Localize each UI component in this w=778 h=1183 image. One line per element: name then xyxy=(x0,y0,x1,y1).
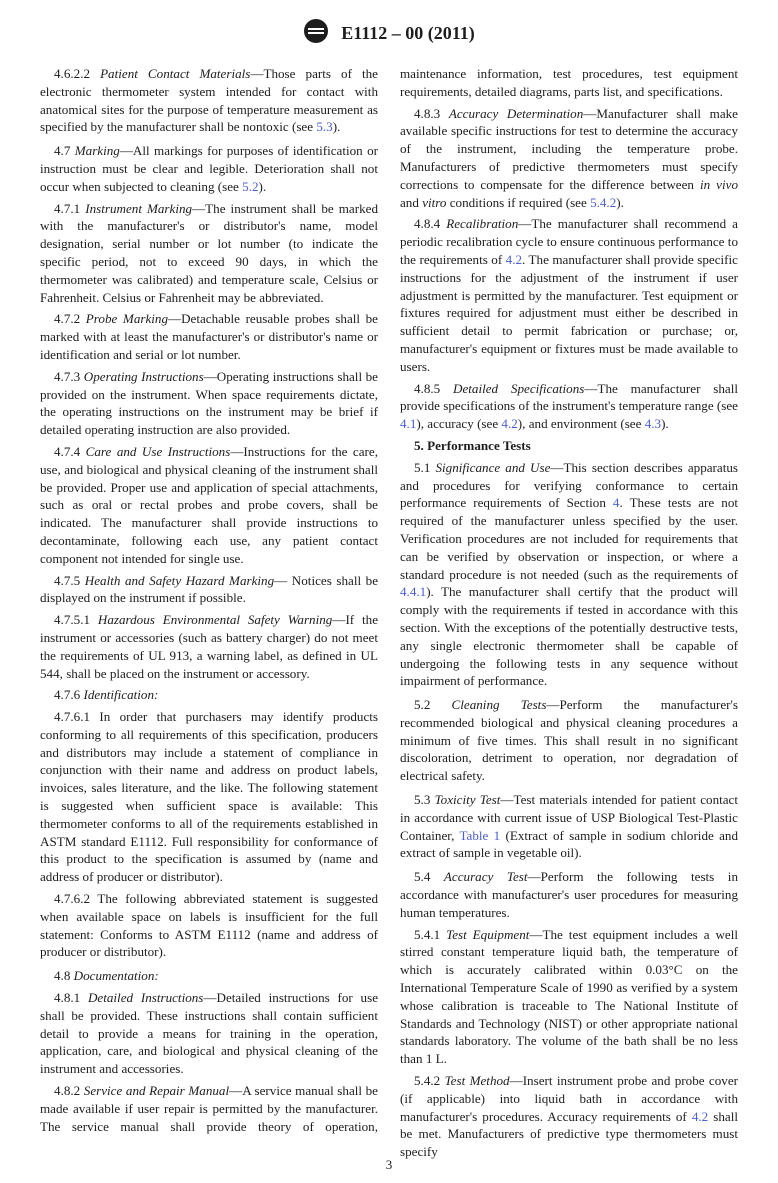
para-5-4-1: 5.4.1 Test Equipment—The test equipment … xyxy=(400,926,738,1068)
para-5-2: 5.2 Cleaning Tests—Perform the manufactu… xyxy=(400,696,738,785)
para-4-7-6: 4.7.6 Identification: xyxy=(40,686,378,704)
clause-text: —The test equipment includes a well stir… xyxy=(400,927,738,1067)
page-number: 3 xyxy=(0,1157,778,1173)
clause-num: 5.4.1 xyxy=(414,927,446,942)
clause-head: Service and Repair Manual xyxy=(84,1083,229,1098)
clause-head: Detailed Specifications xyxy=(453,381,584,396)
clause-num: 4.7.6.2 xyxy=(54,891,97,906)
para-4-7: 4.7 Marking—All markings for purposes of… xyxy=(40,142,378,195)
section-5-title: 5. Performance Tests xyxy=(400,437,738,455)
clause-num: 5.3 xyxy=(414,792,435,807)
clause-num: 5.1 xyxy=(414,460,435,475)
para-4-7-5: 4.7.5 Health and Safety Hazard Marking— … xyxy=(40,572,378,608)
clause-num: 5.4 xyxy=(414,869,444,884)
para-4-6-2-2: 4.6.2.2 Patient Contact Materials—Those … xyxy=(40,65,378,136)
clause-head: Probe Marking xyxy=(86,311,168,326)
para-4-7-5-1: 4.7.5.1 Hazardous Environmental Safety W… xyxy=(40,611,378,682)
clause-head: Care and Use Instructions xyxy=(86,444,231,459)
clause-head: Test Equipment xyxy=(446,927,529,942)
clause-head: Toxicity Test xyxy=(435,792,501,807)
clause-head: Accuracy Determination xyxy=(449,106,583,121)
clause-num: 4.7.2 xyxy=(54,311,86,326)
para-4-8: 4.8 Documentation: xyxy=(40,967,378,985)
clause-num: 4.7 xyxy=(54,143,75,158)
clause-head: Accuracy Test xyxy=(444,869,528,884)
para-4-7-6-2: 4.7.6.2 The following abbreviated statem… xyxy=(40,890,378,961)
para-4-8-1: 4.8.1 Detailed Instructions—Detailed ins… xyxy=(40,989,378,1078)
clause-num: 4.8 xyxy=(54,968,74,983)
clause-head: Detailed Instructions xyxy=(88,990,203,1005)
page: E1112 – 00 (2011) 4.6.2.2 Patient Contac… xyxy=(0,0,778,1183)
xref-table-1[interactable]: Table 1 xyxy=(459,828,500,843)
para-5-4-2: 5.4.2 Test Method—Insert instrument prob… xyxy=(400,1072,738,1161)
clause-head: Documentation: xyxy=(74,968,159,983)
astm-logo-icon xyxy=(303,18,329,49)
clause-text: ). The manufacturer shall certify that t… xyxy=(400,584,738,688)
clause-num: 4.7.1 xyxy=(54,201,85,216)
clause-head: Marking xyxy=(75,143,120,158)
clause-head: Instrument Marking xyxy=(85,201,192,216)
para-4-7-6-1: 4.7.6.1 In order that purchasers may ide… xyxy=(40,708,378,886)
para-5-1: 5.1 Significance and Use—This section de… xyxy=(400,459,738,690)
clause-num: 4.8.4 xyxy=(414,216,446,231)
clause-head: Recalibration xyxy=(446,216,518,231)
para-4-8-4: 4.8.4 Recalibration—The manufacturer sha… xyxy=(400,215,738,375)
page-header: E1112 – 00 (2011) xyxy=(40,18,738,49)
xref-5-2[interactable]: 5.2 xyxy=(242,179,258,194)
clause-num: 4.7.6.1 xyxy=(54,709,99,724)
xref-4-1[interactable]: 4.1 xyxy=(400,416,416,431)
clause-text: ). xyxy=(259,179,267,194)
clause-num: 4.7.6 xyxy=(54,687,83,702)
standard-title: E1112 – 00 (2011) xyxy=(341,23,475,44)
clause-num: 4.8.3 xyxy=(414,106,449,121)
para-4-7-4: 4.7.4 Care and Use Instructions—Instruct… xyxy=(40,443,378,568)
xref-4-2-c[interactable]: 4.2 xyxy=(692,1109,708,1124)
clause-text: —The instrument shall be marked with the… xyxy=(40,201,378,305)
clause-head: Health and Safety Hazard Marking xyxy=(85,573,274,588)
para-5-3: 5.3 Toxicity Test—Test materials intende… xyxy=(400,791,738,862)
clause-num: 4.7.5.1 xyxy=(54,612,98,627)
clause-text: . The manufacturer shall provide specifi… xyxy=(400,252,738,374)
clause-head: Patient Contact Materials xyxy=(100,66,250,81)
clause-num: 4.8.2 xyxy=(54,1083,84,1098)
clause-text: ). xyxy=(333,119,341,134)
clause-num: 4.7.4 xyxy=(54,444,86,459)
clause-head: Hazardous Environmental Safety Warning xyxy=(98,612,332,627)
clause-head: Identification: xyxy=(83,687,158,702)
clause-num: 5.2 xyxy=(414,697,452,712)
term-vitro: vitro xyxy=(422,195,446,210)
clause-text: —Instructions for the care, use, and bio… xyxy=(40,444,378,566)
xref-4-2-b[interactable]: 4.2 xyxy=(501,416,517,431)
term-in-vivo: in vivo xyxy=(700,177,738,192)
clause-text: ). xyxy=(661,416,669,431)
clause-text: conditions if required (see xyxy=(446,195,590,210)
xref-4-2[interactable]: 4.2 xyxy=(506,252,522,267)
para-4-8-5: 4.8.5 Detailed Specifications—The manufa… xyxy=(400,380,738,433)
clause-num: 5.4.2 xyxy=(414,1073,445,1088)
xref-4-3[interactable]: 4.3 xyxy=(645,416,661,431)
clause-text: and xyxy=(400,195,422,210)
clause-text: ), and environment (see xyxy=(518,416,645,431)
clause-head: Cleaning Tests xyxy=(452,697,547,712)
clause-head: Operating Instructions xyxy=(84,369,204,384)
clause-num: 4.6.2.2 xyxy=(54,66,100,81)
clause-head: Significance and Use xyxy=(435,460,550,475)
clause-head: Test Method xyxy=(445,1073,510,1088)
clause-num: 4.7.5 xyxy=(54,573,85,588)
clause-num: 4.8.5 xyxy=(414,381,453,396)
xref-4-4-1[interactable]: 4.4.1 xyxy=(400,584,426,599)
para-4-8-3: 4.8.3 Accuracy Determination—Manufacture… xyxy=(400,105,738,212)
xref-5-4-2[interactable]: 5.4.2 xyxy=(590,195,616,210)
clause-text: In order that purchasers may identify pr… xyxy=(40,709,378,884)
clause-num: 4.7.3 xyxy=(54,369,84,384)
clause-text: ). xyxy=(616,195,624,210)
para-5-4: 5.4 Accuracy Test—Perform the following … xyxy=(400,868,738,921)
body-columns: 4.6.2.2 Patient Contact Materials—Those … xyxy=(40,65,738,1161)
clause-text: ), accuracy (see xyxy=(416,416,501,431)
para-4-7-2: 4.7.2 Probe Marking—Detachable reusable … xyxy=(40,310,378,363)
clause-num: 4.8.1 xyxy=(54,990,88,1005)
xref-5-3[interactable]: 5.3 xyxy=(316,119,332,134)
para-4-7-3: 4.7.3 Operating Instructions—Operating i… xyxy=(40,368,378,439)
para-4-7-1: 4.7.1 Instrument Marking—The instrument … xyxy=(40,200,378,307)
